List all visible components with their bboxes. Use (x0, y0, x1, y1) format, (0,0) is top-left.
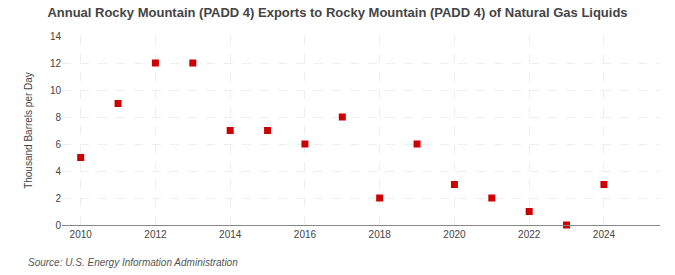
svg-text:12: 12 (50, 58, 62, 69)
svg-text:14: 14 (50, 31, 62, 42)
svg-text:10: 10 (50, 85, 62, 96)
svg-text:2022: 2022 (518, 229, 541, 240)
svg-text:2010: 2010 (70, 229, 93, 240)
svg-text:0: 0 (55, 220, 61, 231)
svg-text:8: 8 (55, 112, 61, 123)
svg-text:2016: 2016 (294, 229, 317, 240)
svg-text:2024: 2024 (593, 229, 616, 240)
svg-text:2012: 2012 (144, 229, 167, 240)
svg-text:Source: U.S. Energy Informatio: Source: U.S. Energy Information Administ… (28, 257, 238, 268)
svg-text:2018: 2018 (369, 229, 392, 240)
svg-text:6: 6 (55, 139, 61, 150)
svg-text:2014: 2014 (219, 229, 242, 240)
svg-text:Thousand Barrels per Day: Thousand Barrels per Day (23, 72, 34, 189)
svg-text:2: 2 (55, 193, 61, 204)
svg-text:2020: 2020 (443, 229, 466, 240)
svg-text:Annual Rocky Mountain (PADD 4): Annual Rocky Mountain (PADD 4) Exports t… (47, 5, 627, 20)
svg-text:4: 4 (55, 166, 61, 177)
